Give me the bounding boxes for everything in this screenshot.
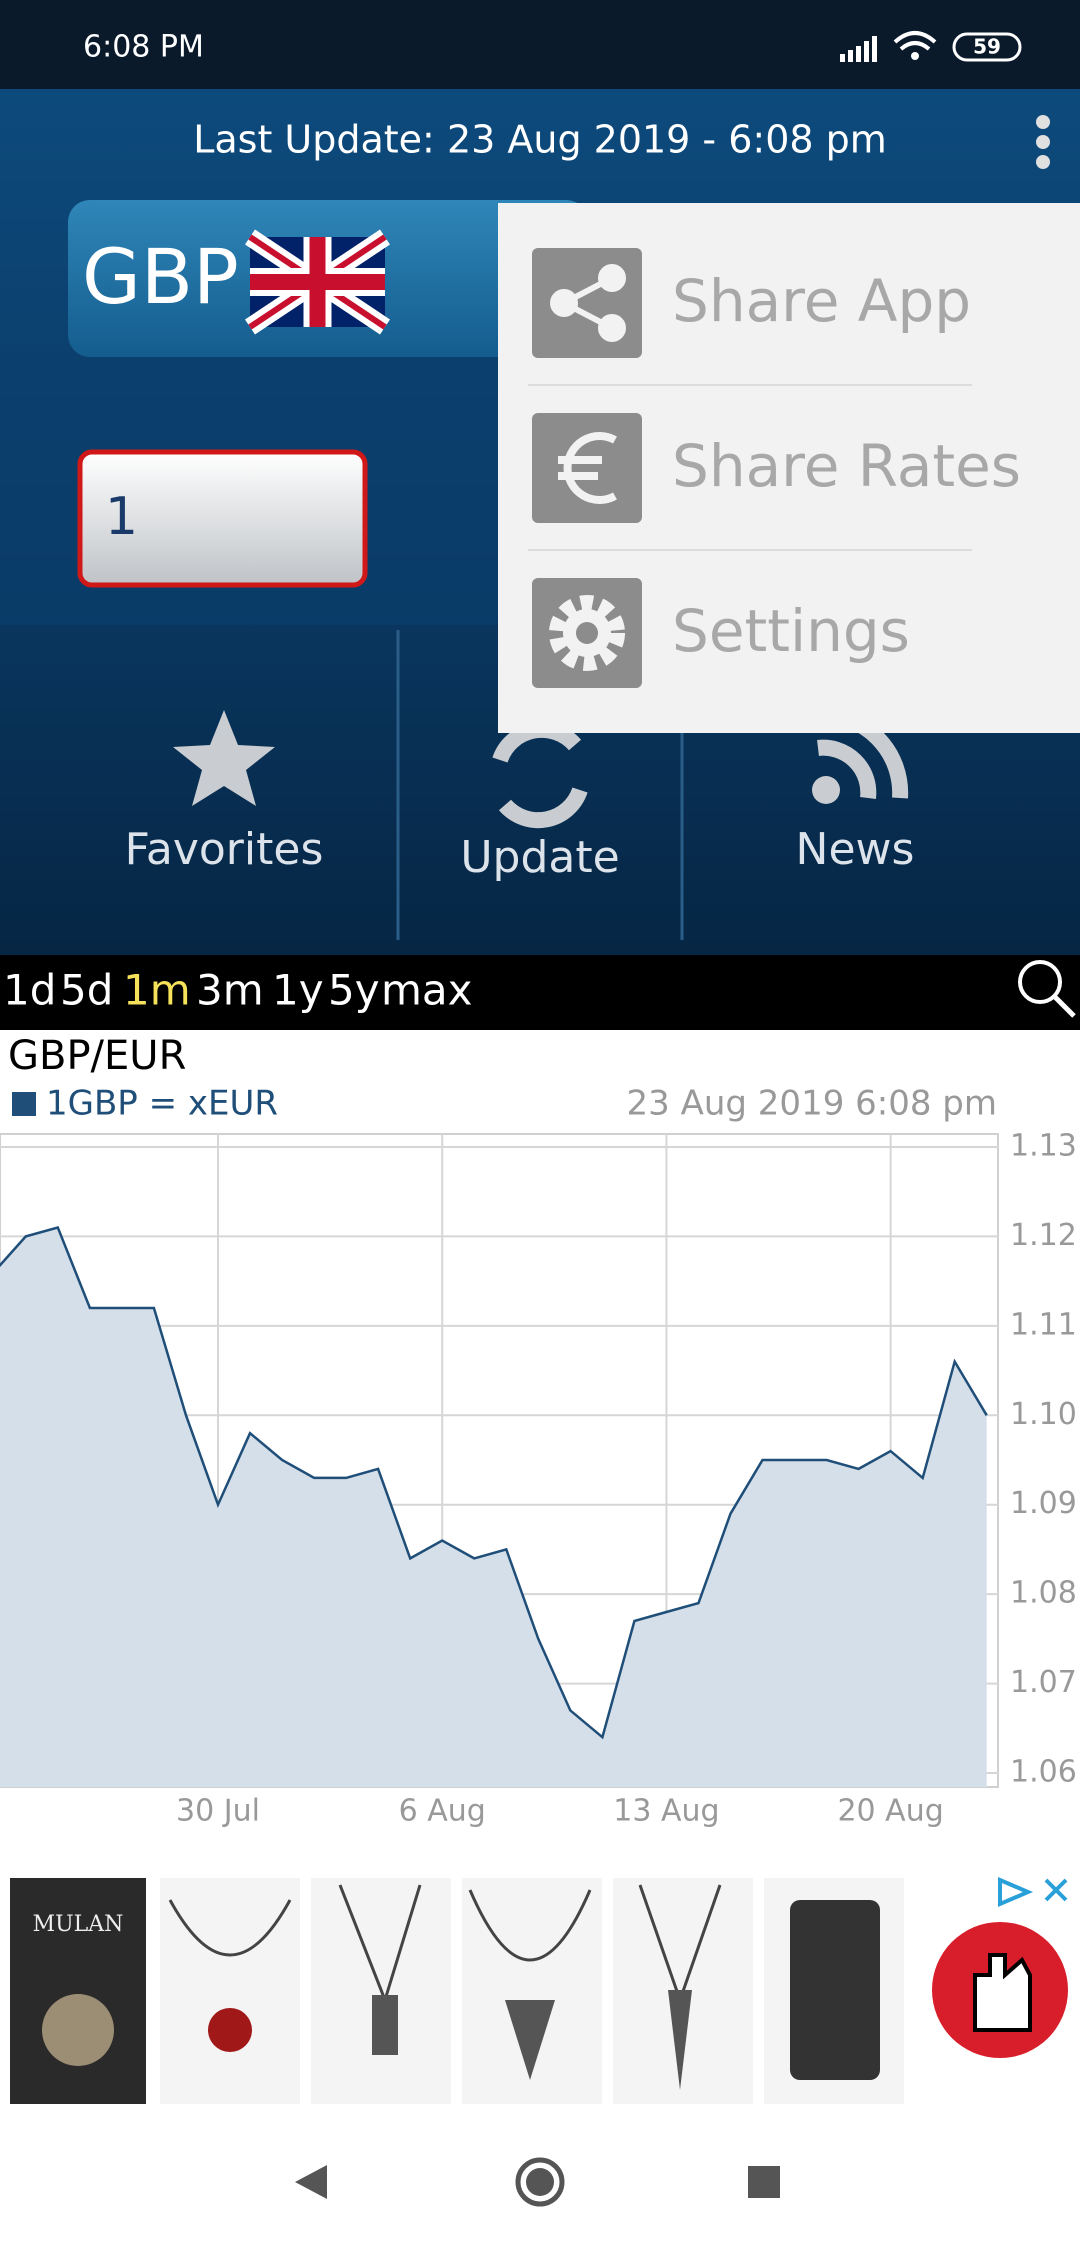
chart-title: GBP/EUR bbox=[8, 1033, 186, 1079]
amount: 1 bbox=[105, 487, 138, 547]
currency-code: GBP bbox=[82, 232, 239, 321]
range-tab[interactable]: 5d bbox=[60, 966, 113, 1015]
range-tab[interactable]: 3m bbox=[196, 966, 264, 1015]
x-tick-label: 30 Jul bbox=[176, 1794, 260, 1829]
ad-image bbox=[10, 1878, 146, 2104]
adchoices[interactable] bbox=[998, 1876, 1034, 1908]
button-label[interactable]: News bbox=[796, 824, 915, 875]
y-tick-label: 1.07 bbox=[1010, 1665, 1077, 1700]
euro-icon bbox=[532, 413, 642, 523]
nav-back[interactable] bbox=[295, 2165, 327, 2199]
ad-text: MULAN bbox=[33, 1912, 124, 1937]
nav-recents[interactable] bbox=[748, 2166, 780, 2198]
amount-input[interactable] bbox=[77, 449, 368, 588]
ad-pendant bbox=[42, 1994, 114, 2066]
battery-level: 59 bbox=[973, 35, 1001, 59]
y-tick-label: 1.06 bbox=[1010, 1755, 1077, 1790]
share-glyph bbox=[550, 264, 626, 342]
menu-item[interactable]: Settings bbox=[672, 597, 910, 665]
signal-icon bbox=[840, 36, 877, 62]
y-tick-label: 1.08 bbox=[1010, 1576, 1077, 1611]
ad-close[interactable] bbox=[1044, 1878, 1068, 1902]
y-tick-label: 1.12 bbox=[1010, 1218, 1077, 1253]
share-icon bbox=[532, 248, 642, 358]
range-tab[interactable]: 1y bbox=[272, 966, 324, 1015]
chart-timestamp: 23 Aug 2019 6:08 pm bbox=[627, 1084, 997, 1124]
area bbox=[0, 1227, 987, 1787]
x-tick-label: 20 Aug bbox=[837, 1794, 943, 1829]
ad-hand bbox=[973, 1953, 1032, 2032]
range-tab[interactable]: max bbox=[381, 966, 473, 1015]
y-tick-label: 1.11 bbox=[1010, 1307, 1077, 1342]
star-icon bbox=[173, 710, 275, 806]
overflow-menu[interactable] bbox=[1036, 115, 1050, 169]
ad-pendants bbox=[208, 1900, 880, 2090]
x-tick-label: 13 Aug bbox=[613, 1794, 719, 1829]
plot: 1.06 1.07 1.08 1.09 1.10 1.11 1.12 1.13 30 Jul 6 … bbox=[0, 1129, 1077, 1829]
legend-label: 1GBP = xEUR bbox=[46, 1084, 278, 1124]
uk-flag bbox=[245, 229, 390, 335]
legend-swatch bbox=[12, 1092, 36, 1116]
line bbox=[0, 1225, 988, 1740]
menu-item[interactable]: Share Rates bbox=[672, 432, 1021, 500]
range-tab[interactable]: 1m bbox=[123, 966, 191, 1015]
battery bbox=[952, 32, 1022, 62]
nav-home[interactable] bbox=[515, 2157, 565, 2207]
wifi-dot bbox=[911, 52, 919, 60]
range-bar bbox=[0, 955, 1080, 1030]
clock: 6:08 PM bbox=[83, 30, 204, 65]
x-tick-label: 6 Aug bbox=[399, 1794, 486, 1829]
series-group bbox=[0, 1225, 988, 1787]
button-label[interactable]: Favorites bbox=[125, 824, 324, 875]
euro-glyph bbox=[558, 432, 617, 504]
range-tab[interactable]: 5y bbox=[328, 966, 380, 1015]
wifi-icon bbox=[893, 31, 937, 51]
ad-necklaces bbox=[168, 1884, 722, 2001]
y-tick-label: 1.09 bbox=[1010, 1486, 1077, 1521]
button-label[interactable]: Update bbox=[460, 832, 619, 883]
nav-home-dot bbox=[526, 2168, 554, 2196]
y-tick-label: 1.13 bbox=[1010, 1129, 1077, 1164]
gear-teeth bbox=[549, 595, 625, 671]
last-update: Last Update: 23 Aug 2019 - 6:08 pm bbox=[193, 118, 887, 162]
y-tick-label: 1.10 bbox=[1010, 1397, 1077, 1432]
menu-item[interactable]: Share App bbox=[672, 267, 971, 335]
gear-hole bbox=[576, 622, 598, 644]
range-tabs: 1d 5d 1m 3m 1y 5y max bbox=[3, 966, 473, 1015]
search-handle bbox=[1052, 994, 1076, 1018]
status-bar bbox=[0, 0, 1080, 89]
range-tab[interactable]: 1d bbox=[3, 966, 56, 1015]
search-icon[interactable] bbox=[1018, 960, 1062, 1004]
